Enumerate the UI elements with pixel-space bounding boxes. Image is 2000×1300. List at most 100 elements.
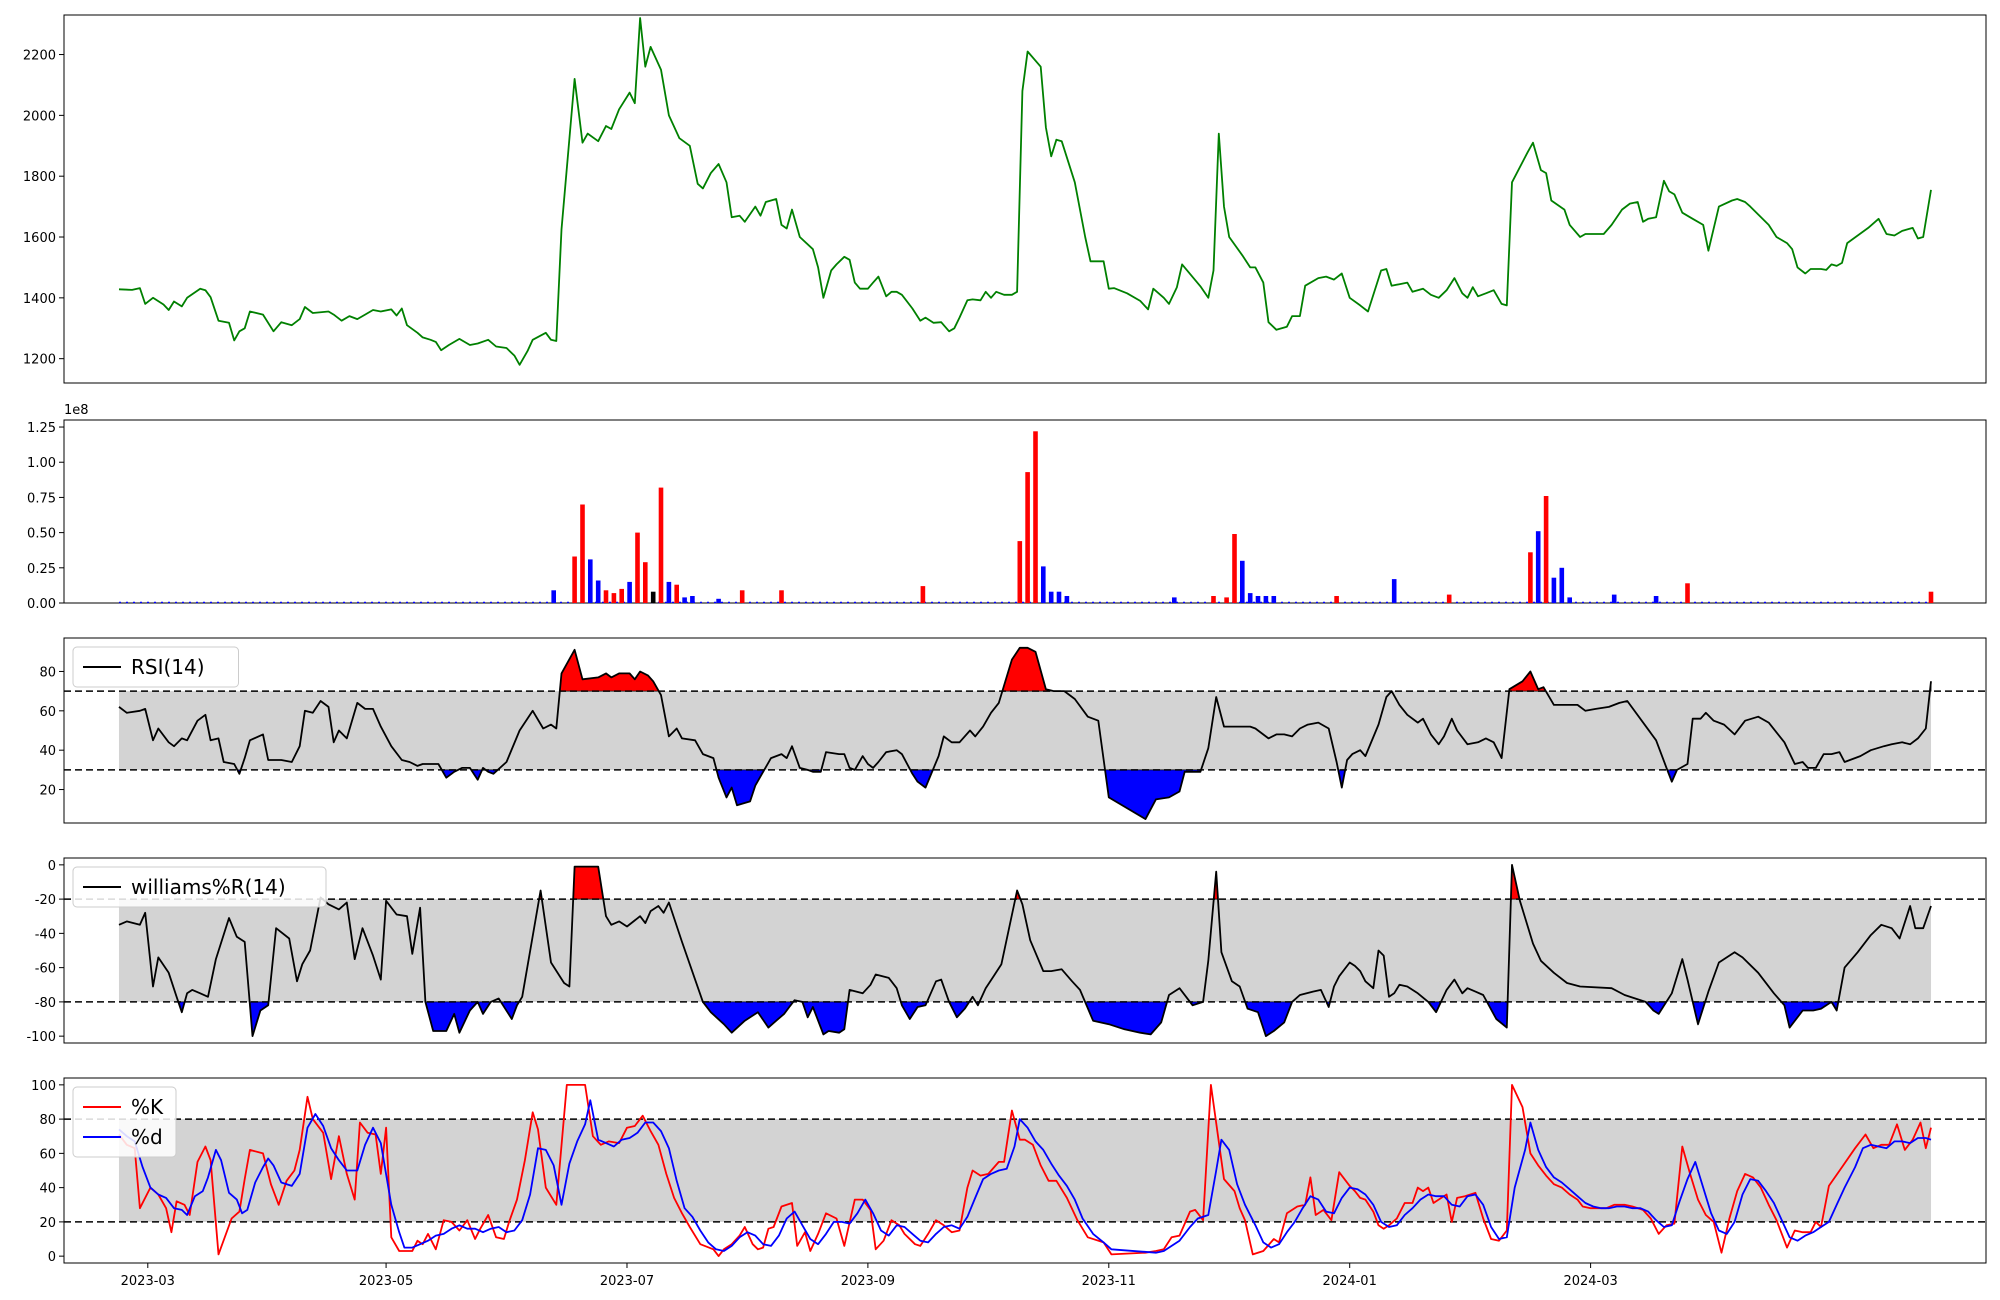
williams-y-tick-label: -20	[35, 893, 56, 908]
volume-bar	[551, 590, 556, 603]
rsi-overbought-fills	[559, 647, 1932, 692]
rsi-legend-box	[72, 646, 239, 688]
volume-bar	[635, 532, 640, 603]
volume-frame	[63, 419, 1987, 604]
williams-overbought-fills	[319, 864, 1520, 900]
volume-bar	[1033, 431, 1038, 603]
volume-bar	[779, 590, 784, 603]
volume-bar	[1240, 560, 1245, 603]
volume-bar	[1224, 597, 1229, 603]
volume-bar	[643, 562, 648, 603]
volume-offset-label: 1e8	[64, 403, 89, 418]
price-y-tick-label: 1800	[23, 170, 56, 185]
rsi-y-tick-label: 60	[39, 705, 56, 720]
stochastic-legend-label: %K	[131, 1095, 164, 1119]
rsi-y-tick-label: 20	[39, 784, 56, 799]
volume-y-tick-label: 1.25	[27, 421, 56, 436]
volume-bars	[551, 431, 1934, 603]
volume-bar	[1928, 591, 1934, 603]
stochastic-frame	[63, 1077, 1987, 1264]
volume-bar	[1048, 591, 1054, 603]
stochastic-y-axis: 0 20 40 60 80 100	[31, 1079, 64, 1265]
stochastic-y-tick-label: 100	[31, 1079, 56, 1094]
williams-y-axis: -100 -80 -60 -40 -20 0	[26, 859, 64, 1045]
volume-bar	[690, 596, 695, 603]
volume-bar	[666, 581, 672, 603]
volume-bar	[716, 598, 721, 603]
volume-bar	[1528, 552, 1533, 603]
volume-bar	[1017, 541, 1023, 603]
williams-frame	[63, 857, 1987, 1044]
price-frame	[63, 14, 1987, 384]
rsi-neutral-band	[118, 691, 1932, 770]
volume-y-axis: 0.00 0.25 0.50 0.75 1.00 1.25	[27, 421, 64, 612]
williams-y-tick-label: -40	[35, 927, 56, 942]
volume-y-tick-label: 0.50	[27, 527, 56, 542]
volume-y-tick-label: 0.00	[27, 597, 56, 612]
volume-y-tick-label: 0.25	[27, 562, 56, 577]
x-tick-label: 2023-11	[1082, 1274, 1136, 1289]
rsi-oversold-fill	[1104, 769, 1202, 820]
stochastic-legend-label: %d	[131, 1125, 163, 1149]
volume-bar	[682, 597, 687, 603]
williams-legend: williams%R(14)	[72, 866, 327, 908]
price-line	[118, 17, 1932, 366]
price-y-tick-label: 2000	[23, 109, 56, 124]
volume-bar	[1446, 594, 1452, 603]
stochastic-y-tick-label: 80	[39, 1113, 56, 1128]
rsi-y-tick-label: 40	[39, 744, 56, 759]
volume-bar	[1611, 594, 1617, 603]
volume-bar	[1559, 567, 1565, 603]
rsi-legend: RSI(14)	[72, 646, 239, 688]
rsi-line	[118, 646, 1932, 820]
stochastic-k-line	[118, 1084, 1932, 1257]
volume-bar	[1535, 531, 1541, 603]
volume-bar	[1255, 596, 1261, 603]
volume-y-tick-label: 0.75	[27, 491, 56, 506]
volume-bar	[627, 581, 632, 603]
volume-bar	[674, 584, 679, 603]
x-tick-label: 2023-07	[600, 1274, 654, 1289]
volume-bar	[1391, 579, 1397, 603]
volume-bar	[1653, 596, 1659, 603]
x-tick-label: 2023-09	[841, 1274, 895, 1289]
rsi-y-tick-label: 80	[39, 665, 56, 680]
stochastic-legend: %K %d	[72, 1086, 177, 1158]
volume-bar	[588, 559, 593, 603]
williams-y-tick-label: -100	[26, 1030, 56, 1045]
volume-bar	[1263, 596, 1269, 603]
volume-bar	[595, 580, 601, 603]
volume-bar	[920, 586, 926, 603]
volume-bar	[611, 593, 617, 603]
volume-bar	[580, 504, 585, 603]
volume-bar	[572, 556, 577, 603]
rsi-overbought-fill	[1001, 647, 1054, 692]
stochastic-neutral-band	[118, 1119, 1932, 1222]
volume-bar	[619, 588, 624, 603]
volume-bar	[739, 590, 745, 603]
volume-bar	[1271, 596, 1277, 603]
williams-y-tick-label: -80	[35, 996, 56, 1011]
rsi-y-axis: 20 40 60 80	[39, 665, 64, 799]
stochastic-legend-box	[72, 1086, 177, 1158]
volume-bar	[1247, 593, 1253, 603]
volume-bar	[650, 591, 656, 603]
volume-bar	[1567, 597, 1572, 603]
volume-bar	[1232, 534, 1237, 603]
stochastic-y-tick-label: 40	[39, 1182, 56, 1197]
rsi-legend-label: RSI(14)	[131, 655, 205, 679]
price-y-tick-label: 2200	[23, 49, 56, 64]
williams-legend-box	[72, 866, 327, 908]
volume-bar	[1543, 496, 1549, 603]
volume-bar	[1211, 596, 1216, 603]
williams-y-tick-label: 0	[48, 859, 56, 874]
x-axis: 2023-03 2023-05 2023-07 2023-09 2023-11 2024-…	[121, 1263, 1618, 1289]
volume-bar	[603, 590, 609, 603]
volume-bar	[658, 487, 664, 603]
volume-bar	[1041, 566, 1046, 603]
rsi-oversold-fill	[715, 769, 765, 806]
volume-bar	[1334, 596, 1339, 603]
williams-line	[118, 864, 1932, 1037]
williams-oversold-fill	[801, 1001, 849, 1036]
